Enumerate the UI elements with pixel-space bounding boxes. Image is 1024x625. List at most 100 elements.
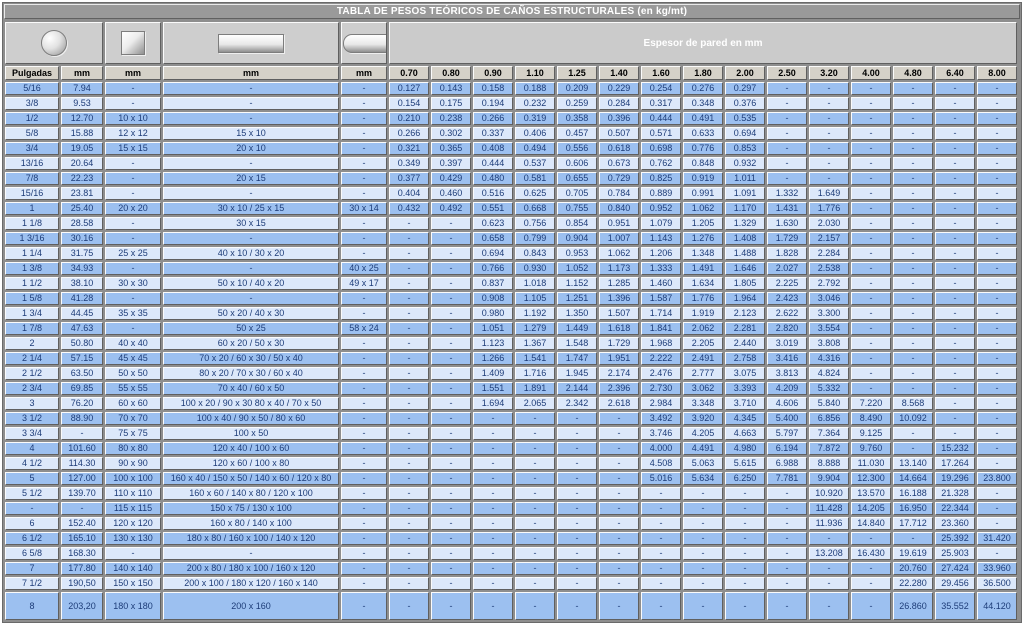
table-cell: - — [389, 412, 429, 425]
column-header-17: 4.80 — [893, 66, 933, 80]
table-cell: 0.154 — [389, 97, 429, 110]
table-cell: 0.930 — [515, 262, 555, 275]
table-cell: 1.716 — [515, 367, 555, 380]
table-cell: - — [809, 562, 849, 575]
table-cell: - — [341, 412, 387, 425]
table-cell: 0.889 — [641, 187, 681, 200]
table-cell: 2 — [5, 337, 59, 350]
table-cell: 0.606 — [557, 157, 597, 170]
table-cell: 5.615 — [725, 457, 765, 470]
column-header-7: 0.90 — [473, 66, 513, 80]
table-cell: 16.188 — [893, 487, 933, 500]
table-cell: 0.854 — [557, 217, 597, 230]
table-cell: 0.266 — [473, 112, 513, 125]
table-cell: 2.622 — [767, 307, 807, 320]
table-cell: 160 x 80 / 140 x 100 — [163, 517, 339, 530]
table-cell: 5.332 — [809, 382, 849, 395]
table-cell: 20 x 15 — [163, 172, 339, 185]
table-cell: - — [893, 97, 933, 110]
table-cell: - — [977, 292, 1018, 305]
table-cell: - — [473, 442, 513, 455]
table-cell: 0.175 — [431, 97, 471, 110]
table-cell: 0.991 — [683, 187, 723, 200]
table-cell: - — [935, 352, 975, 365]
table-cell: 1 1/2 — [5, 277, 59, 290]
table-cell: 2.065 — [515, 397, 555, 410]
table-cell: - — [341, 292, 387, 305]
table-cell: - — [851, 157, 891, 170]
table-cell: 2.174 — [599, 367, 639, 380]
table-cell: 50 x 10 / 40 x 20 — [163, 277, 339, 290]
table-cell: 0.919 — [683, 172, 723, 185]
table-row: 2 1/2 63.50 50 x 50 80 x 20 / 70 x 30 / 60 … — [5, 367, 1018, 380]
table-cell: - — [341, 442, 387, 455]
table-cell: 0.444 — [473, 157, 513, 170]
table-cell: - — [893, 112, 933, 125]
table-cell: - — [893, 322, 933, 335]
table-cell: - — [767, 592, 807, 620]
table-cell: - — [977, 382, 1018, 395]
table-cell: 4.508 — [641, 457, 681, 470]
table-row: 2 50.80 40 x 40 60 x 20 / 50 x 30- - -1.123 1.… — [5, 337, 1018, 350]
table-row: 7 177.80 140 x 140 200 x 80 / 180 x 100 / 1… — [5, 562, 1018, 575]
table-cell: 30.16 — [61, 232, 103, 245]
table-cell: 1.488 — [725, 247, 765, 260]
table-cell: - — [389, 487, 429, 500]
table-cell: - — [341, 562, 387, 575]
table-row: 1/2 12.70 10 x 10- -0.210 0.238 0.266 0.319 0.3… — [5, 112, 1018, 125]
table-cell: 2.062 — [683, 322, 723, 335]
table-cell: 2.342 — [557, 397, 597, 410]
table-cell: 19.296 — [935, 472, 975, 485]
table-cell: - — [599, 517, 639, 530]
table-row: 5/8 15.88 12 x 12 15 x 10-0.266 0.302 0.337 0.… — [5, 127, 1018, 140]
table-cell: - — [809, 127, 849, 140]
table-row: - -115 x 115 150 x 75 / 130 x 100- - - - - - - - -… — [5, 502, 1018, 515]
table-cell: - — [341, 382, 387, 395]
table-row: 3 76.20 60 x 60 100 x 20 / 90 x 30 80 x 40 … — [5, 397, 1018, 410]
table-cell: 1.951 — [599, 352, 639, 365]
table-cell: 100 x 100 — [105, 472, 161, 485]
table-cell: - — [599, 457, 639, 470]
table-cell: - — [389, 427, 429, 440]
table-cell: 11.428 — [809, 502, 849, 515]
table-cell: - — [767, 487, 807, 500]
table-cell: 1.408 — [725, 232, 765, 245]
table-cell: - — [599, 532, 639, 545]
table-cell: 0.694 — [473, 247, 513, 260]
table-cell: 9.125 — [851, 427, 891, 440]
table-cell: 0.259 — [557, 97, 597, 110]
table-cell: 0.337 — [473, 127, 513, 140]
table-cell: - — [473, 562, 513, 575]
table-cell: 5 — [5, 472, 59, 485]
table-cell: 1.964 — [725, 292, 765, 305]
table-cell: 0.655 — [557, 172, 597, 185]
table-cell: 0.843 — [515, 247, 555, 260]
table-cell: - — [935, 157, 975, 170]
table-cell: 50 x 20 / 40 x 30 — [163, 307, 339, 320]
table-cell: 15.88 — [61, 127, 103, 140]
table-row: 1 1/4 31.75 25 x 25 40 x 10 / 30 x 20- - -0.6… — [5, 247, 1018, 260]
table-cell: - — [515, 517, 555, 530]
table-cell: 30 x 10 / 25 x 15 — [163, 202, 339, 215]
table-cell: 1.105 — [515, 292, 555, 305]
table-cell: - — [515, 487, 555, 500]
table-cell: - — [683, 502, 723, 515]
table-cell: - — [431, 532, 471, 545]
table-row: 1 3/8 34.93- -40 x 25- -0.766 0.930 1.052 1.17… — [5, 262, 1018, 275]
table-cell: 4.824 — [809, 367, 849, 380]
table-cell: 0.194 — [473, 97, 513, 110]
table-cell: 0.209 — [557, 82, 597, 95]
table-cell: - — [851, 232, 891, 245]
table-cell: 0.840 — [599, 202, 639, 215]
table-cell: 0.460 — [431, 187, 471, 200]
table-cell: 0.276 — [683, 82, 723, 95]
column-header-1: mm — [61, 66, 103, 80]
table-cell: - — [389, 517, 429, 530]
table-cell: - — [977, 457, 1018, 470]
table-cell: - — [557, 592, 597, 620]
table-cell: 150 x 75 / 130 x 100 — [163, 502, 339, 515]
table-cell: - — [851, 352, 891, 365]
table-cell: 1.646 — [725, 262, 765, 275]
table-cell: 4.000 — [641, 442, 681, 455]
